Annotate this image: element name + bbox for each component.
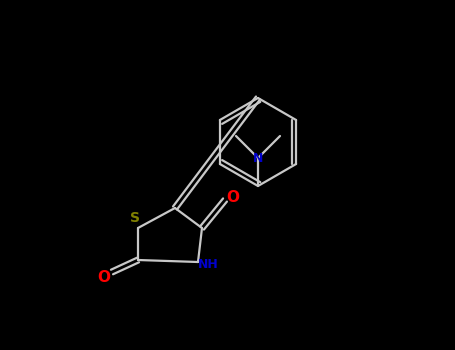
Text: S: S: [130, 211, 140, 225]
Text: O: O: [227, 189, 239, 204]
Text: O: O: [97, 270, 111, 285]
Text: NH: NH: [197, 259, 218, 272]
Text: N: N: [253, 152, 263, 164]
